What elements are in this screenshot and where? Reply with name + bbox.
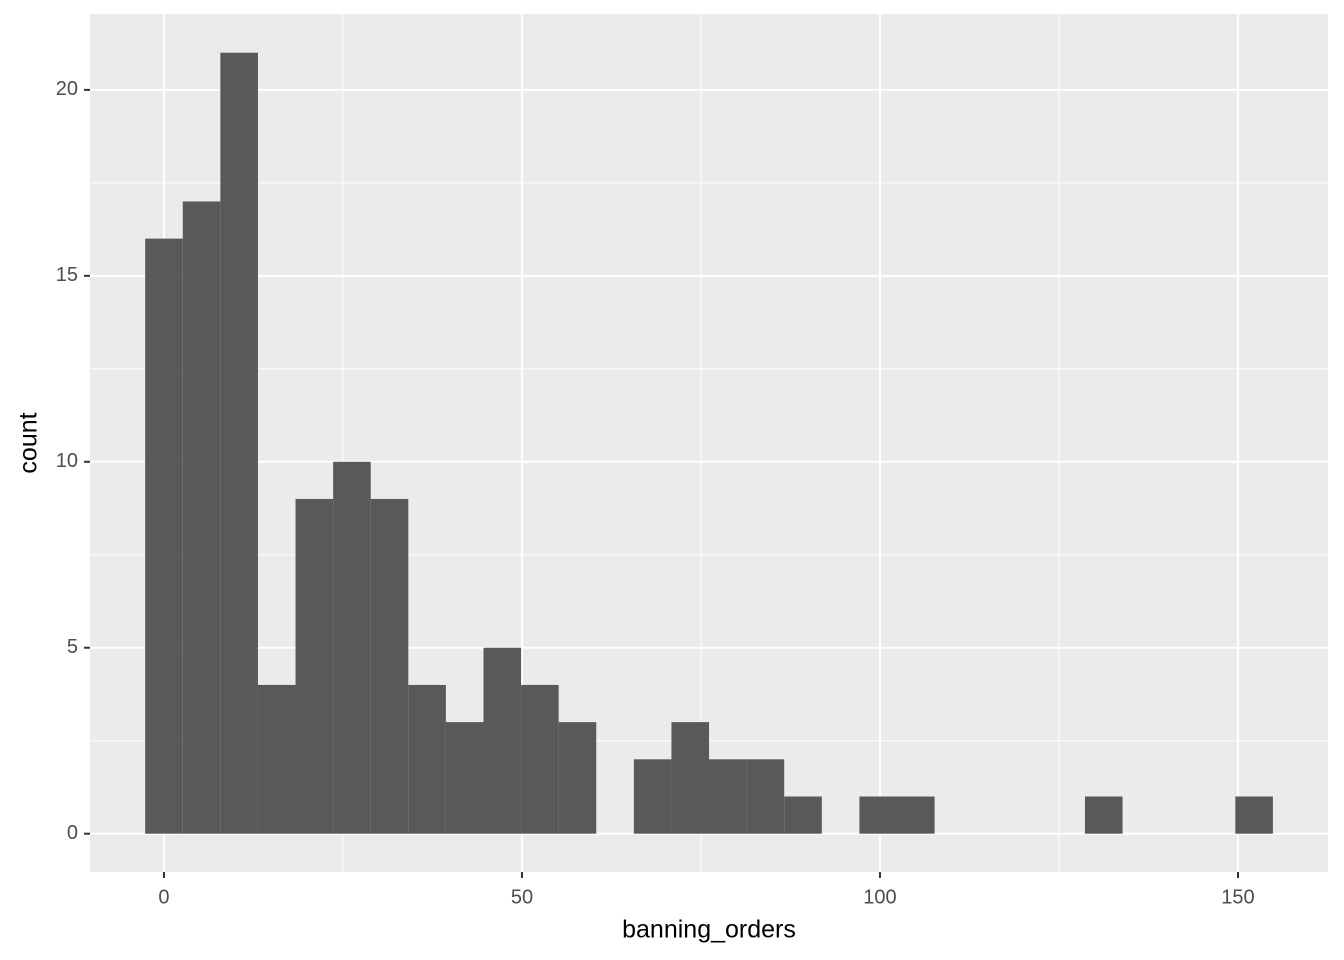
x-tick-label: 50 bbox=[511, 886, 533, 908]
bar bbox=[145, 238, 183, 834]
y-tick-label: 0 bbox=[67, 822, 78, 844]
bar bbox=[709, 759, 747, 834]
bar bbox=[257, 684, 296, 834]
bar bbox=[483, 647, 522, 834]
bar bbox=[633, 759, 672, 834]
axes: 0 50 100 150 0 5 10 15 20 bbox=[56, 78, 1255, 908]
bar bbox=[746, 759, 785, 834]
bar bbox=[295, 498, 334, 834]
bars bbox=[145, 52, 1273, 834]
bar bbox=[1084, 796, 1123, 834]
bar bbox=[1235, 796, 1273, 834]
bar bbox=[671, 722, 710, 834]
bar bbox=[220, 52, 258, 834]
x-axis-title: banning_orders bbox=[622, 916, 796, 944]
x-tick-label: 150 bbox=[1221, 886, 1254, 908]
y-tick-label: 20 bbox=[56, 78, 78, 100]
bar bbox=[859, 796, 897, 834]
bar bbox=[445, 722, 484, 834]
bar bbox=[182, 201, 221, 834]
y-tick-label: 15 bbox=[56, 264, 78, 286]
grid bbox=[90, 14, 1328, 872]
bar bbox=[784, 796, 822, 834]
x-tick-label: 100 bbox=[863, 886, 896, 908]
y-tick-label: 5 bbox=[67, 636, 78, 658]
y-axis-title: count bbox=[15, 412, 43, 473]
y-tick-label: 10 bbox=[56, 450, 78, 472]
bar bbox=[896, 796, 935, 834]
bar bbox=[408, 684, 446, 834]
x-tick-label: 0 bbox=[158, 886, 169, 908]
bar bbox=[370, 498, 409, 834]
bar bbox=[521, 684, 559, 834]
bar bbox=[333, 461, 371, 834]
bar bbox=[558, 722, 597, 834]
